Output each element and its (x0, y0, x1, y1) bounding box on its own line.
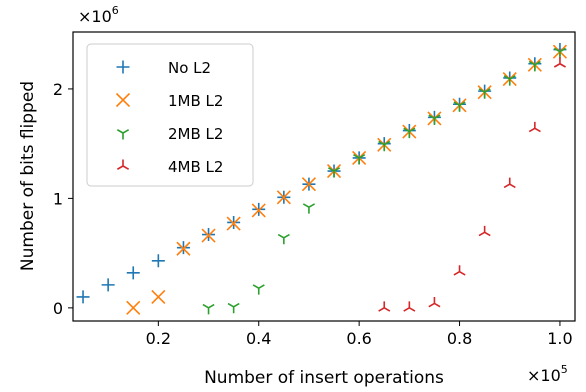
x-tick-label: 0.4 (246, 329, 271, 348)
data-point (503, 177, 516, 189)
data-point (453, 265, 466, 276)
data-point (428, 296, 441, 308)
x-axis-label: Number of insert operations (204, 368, 444, 388)
x-tick-label: 1.0 (547, 329, 572, 348)
legend-marker (116, 129, 130, 140)
data-point (553, 47, 566, 59)
x-axis-ticks: 0.2 0.4 0.6 0.8 1.0 (146, 321, 573, 348)
y-tick-label: 0 (53, 299, 63, 318)
y-axis-label: Number of bits flipped (18, 81, 38, 271)
data-point (478, 88, 491, 99)
data-point (126, 300, 141, 315)
series-2mb-l2 (202, 47, 566, 315)
legend-label: 2MB L2 (168, 125, 223, 143)
data-point (478, 225, 491, 237)
series-4mb-l2 (378, 57, 566, 312)
x-multiplier-base: ×10 (527, 366, 561, 385)
legend-box (86, 43, 254, 187)
data-point (302, 203, 315, 214)
x-tick-label: 0.6 (346, 329, 371, 348)
data-point (76, 290, 90, 304)
x-multiplier-exponent: 5 (561, 363, 568, 376)
data-point (276, 190, 291, 205)
data-point (328, 167, 341, 178)
data-point (503, 75, 516, 86)
y-axis-ticks: 0 1 2 (53, 80, 73, 318)
data-point (353, 153, 366, 165)
data-point (126, 266, 140, 280)
x-axis-multiplier: ×105 (527, 363, 568, 385)
data-point (151, 254, 165, 268)
y-multiplier-base: ×10 (78, 7, 112, 26)
legend-label: 1MB L2 (168, 92, 223, 110)
legend-label: No L2 (168, 59, 211, 77)
data-point (202, 303, 215, 315)
data-point (226, 216, 241, 231)
data-point (176, 241, 191, 256)
data-point (378, 140, 391, 152)
data-point (428, 114, 441, 125)
data-point (277, 233, 290, 245)
data-point (101, 278, 115, 292)
data-point (378, 301, 391, 312)
data-marks (76, 43, 568, 315)
x-tick-label: 0.2 (146, 329, 171, 348)
x-tick-label: 0.8 (447, 329, 472, 348)
y-tick-label: 2 (53, 80, 63, 99)
data-point (453, 101, 466, 112)
plot-frame (72, 31, 576, 322)
data-point (151, 289, 166, 304)
data-point (403, 127, 416, 139)
data-point (252, 284, 265, 295)
legend-marker (116, 159, 130, 170)
data-point (528, 60, 541, 72)
data-point (553, 57, 566, 68)
data-point (403, 301, 416, 312)
y-multiplier-exponent: 6 (112, 4, 119, 17)
data-point (301, 177, 317, 192)
legend-marker (115, 92, 131, 108)
y-axis-multiplier: ×106 (78, 4, 119, 26)
legend-label: 4MB L2 (168, 158, 223, 176)
data-point (251, 203, 266, 218)
y-tick-label: 1 (53, 189, 63, 208)
data-point (528, 121, 541, 133)
legend: No L2 1MB L2 2MB L2 4MB L2 (86, 43, 254, 187)
legend-marker (116, 60, 130, 74)
data-point (201, 228, 216, 243)
data-point (227, 302, 240, 314)
